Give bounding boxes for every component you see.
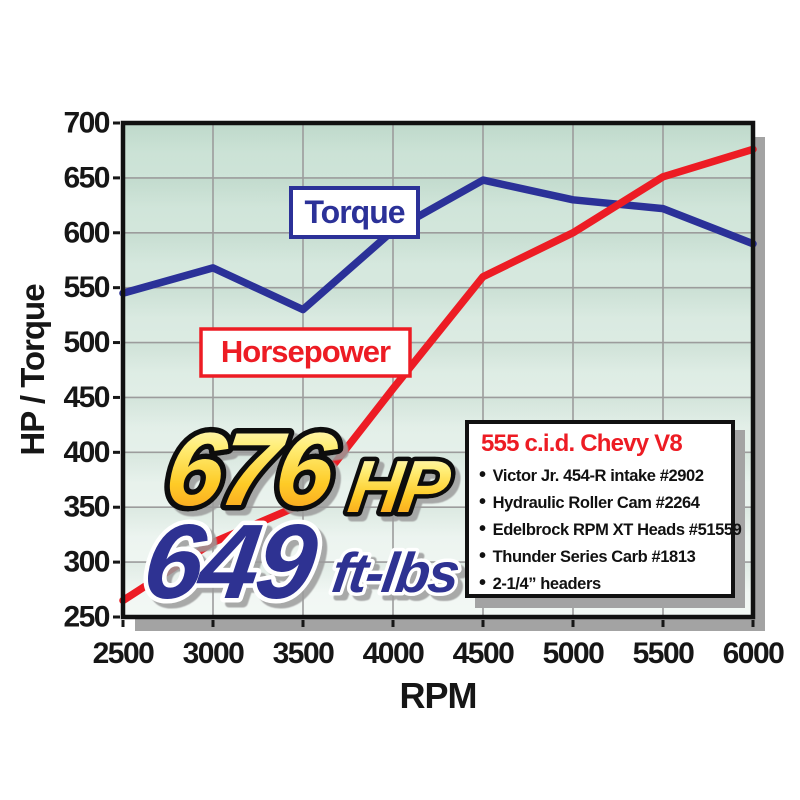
- y-tick-label: 300: [63, 546, 109, 579]
- torque-series-label: Torque: [289, 186, 420, 239]
- plot-border: [120, 120, 756, 620]
- peak-hp-value: 676: [159, 411, 344, 527]
- torque-line: [119, 176, 757, 314]
- bullet-icon: •: [479, 491, 486, 513]
- axis-tick-marks: [113, 121, 755, 627]
- x-tick-label: 3000: [183, 637, 245, 670]
- y-tick-label: 500: [63, 326, 109, 359]
- spec-item: • Hydraulic Roller Cam #2264: [479, 489, 723, 516]
- bullet-icon: •: [479, 545, 486, 567]
- peak-torque-unit: ft-lbs: [328, 541, 462, 604]
- x-tick-label: 3500: [273, 637, 335, 670]
- spec-item: • Victor Jr. 454-R intake #2902: [479, 462, 723, 489]
- engine-spec-title: 555 c.i.d. Chevy V8: [481, 430, 683, 457]
- spec-item-text: Thunder Series Carb #1813: [492, 548, 696, 566]
- x-tick-label: 4000: [363, 637, 425, 670]
- y-tick-label: 400: [63, 436, 109, 469]
- torque-label-box: [289, 186, 420, 239]
- spec-item-text: Victor Jr. 454-R intake #2902: [492, 467, 704, 485]
- plot-band: [123, 123, 753, 178]
- x-tick-label: 6000: [723, 637, 785, 670]
- x-tick-label: 5500: [633, 637, 695, 670]
- horsepower-line: [119, 145, 757, 605]
- y-axis-title: HP / Torque: [14, 284, 51, 456]
- peak-torque-value: 649: [137, 502, 324, 620]
- horsepower-series-label: Horsepower: [199, 327, 412, 378]
- engine-spec-box: 555 c.i.d. Chevy V8 • Victor Jr. 454-R in…: [465, 420, 742, 598]
- spec-item: • Edelbrock RPM XT Heads #51559: [479, 516, 742, 543]
- y-tick-label: 650: [63, 161, 109, 194]
- spec-item-text: Edelbrock RPM XT Heads #51559: [492, 521, 742, 539]
- y-tick-label: 450: [63, 381, 109, 414]
- spec-item-text: Hydraulic Roller Cam #2264: [492, 494, 700, 512]
- bullet-icon: •: [479, 464, 486, 486]
- x-tick-label: 5000: [543, 637, 605, 670]
- spec-item: • 2-1/4” headers: [479, 570, 723, 597]
- spec-item: • Thunder Series Carb #1813: [479, 543, 723, 570]
- peak-hp-unit: HP: [344, 445, 456, 528]
- axis-tick-labels: 2500 3000 3500 4000 4500 5000 5500 6000 250 300 35…: [63, 107, 785, 671]
- bullet-icon: •: [479, 572, 486, 594]
- y-tick-label: 600: [63, 216, 109, 249]
- y-tick-label: 350: [63, 491, 109, 524]
- torque-label-text: Torque: [304, 194, 404, 230]
- x-tick-label: 4500: [453, 637, 515, 670]
- y-tick-label: 700: [63, 107, 109, 140]
- plot-band: [123, 232, 753, 288]
- x-tick-label: 2500: [93, 637, 155, 670]
- spec-item-text: 2-1/4” headers: [492, 575, 602, 593]
- horsepower-label-box: [199, 327, 412, 378]
- horsepower-label-text: Horsepower: [221, 334, 391, 369]
- y-tick-label: 250: [63, 601, 109, 634]
- peak-torque-callout: 649 ft-lbs: [132, 498, 466, 625]
- y-tick-label: 550: [63, 271, 109, 304]
- bullet-icon: •: [479, 518, 486, 540]
- peak-hp-callout: 676 HP: [153, 406, 460, 533]
- series-lines: [119, 145, 757, 605]
- engine-spec-list: • Victor Jr. 454-R intake #2902 • Hydraulic…: [479, 462, 742, 597]
- x-axis-title: RPM: [400, 675, 477, 716]
